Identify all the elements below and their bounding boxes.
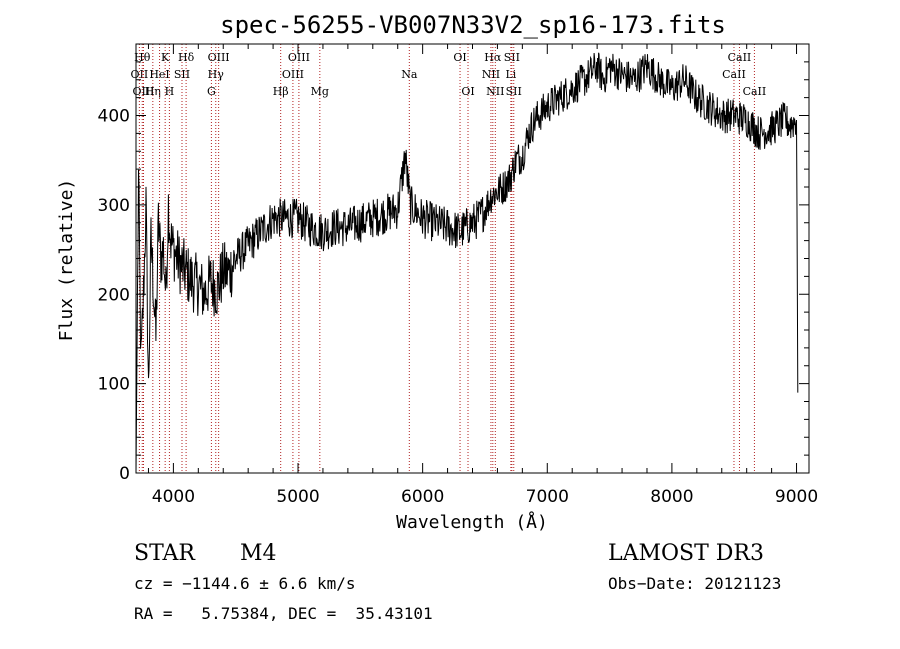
marker-label: Hα: [484, 51, 502, 64]
marker-label: OI: [453, 51, 466, 64]
x-tick-label: 8000: [650, 487, 693, 507]
y-tick-label: 400: [98, 107, 130, 127]
sky-coordinates: RA = 5.75384, DEC = 35.43101: [134, 604, 433, 623]
marker-label: Li: [505, 68, 516, 81]
x-tick-label: 6000: [401, 487, 444, 507]
marker-label: SII: [504, 51, 520, 64]
chart-title: spec-56255-VB007N33V2_sp16-173.fits: [220, 11, 726, 39]
spectrum-line: [135, 52, 799, 474]
object-subclass: M4: [240, 541, 277, 566]
marker-label: CaII: [722, 68, 746, 81]
marker-label: Mg: [311, 85, 329, 98]
marker-label: OIII: [288, 51, 310, 64]
marker-label: Hθ: [134, 51, 151, 64]
marker-label: CaII: [728, 51, 752, 64]
marker-label: NII: [486, 85, 504, 98]
object-type: STAR: [134, 541, 195, 566]
x-tick-label: 4000: [152, 487, 195, 507]
marker-label: G: [207, 85, 216, 98]
marker-label: Na: [401, 68, 418, 81]
emission-line-markers: OII OIII Hθ Hη HeI K H SII Hδ OIII Hγ G Hβ OIII OIII Mg…: [131, 44, 767, 473]
marker-label: OII: [131, 68, 149, 81]
x-tick-label: 5000: [276, 487, 319, 507]
y-tick-label: 100: [98, 375, 130, 395]
redshift-velocity: cz = −1144.6 ± 6.6 km/s: [134, 574, 356, 593]
x-axis-label: Wavelength (Å): [396, 511, 548, 533]
marker-label: OI: [461, 85, 474, 98]
marker-label: Hβ: [273, 85, 289, 98]
x-axis-ticks: 4000 5000 6000 7000 8000 9000: [147, 44, 818, 507]
spectrum-series: [135, 52, 799, 474]
observation-date: Obs−Date: 20121123: [608, 574, 782, 593]
y-tick-label: 300: [98, 196, 130, 216]
y-axis-ticks: 0 100 200 300 400: [98, 43, 809, 484]
marker-label: SII: [506, 85, 522, 98]
marker-label: SII: [174, 68, 190, 81]
marker-label: OIII: [132, 85, 154, 98]
marker-label: Hη: [145, 85, 161, 98]
marker-label: OIII: [208, 51, 230, 64]
y-axis-label: Flux (relative): [56, 179, 77, 342]
marker-label: Hδ: [178, 51, 195, 64]
marker-label: HeI: [149, 68, 169, 81]
marker-label: OIII: [282, 68, 304, 81]
marker-label: H: [165, 85, 175, 98]
x-tick-label: 9000: [775, 487, 818, 507]
marker-label: CaII: [743, 85, 767, 98]
survey-name: LAMOST DR3: [608, 541, 764, 566]
marker-label: NII: [482, 68, 500, 81]
marker-label: Hγ: [208, 68, 225, 81]
x-tick-label: 7000: [526, 487, 569, 507]
y-tick-label: 200: [98, 285, 130, 305]
y-tick-label: 0: [119, 464, 130, 484]
marker-label: K: [161, 51, 170, 64]
